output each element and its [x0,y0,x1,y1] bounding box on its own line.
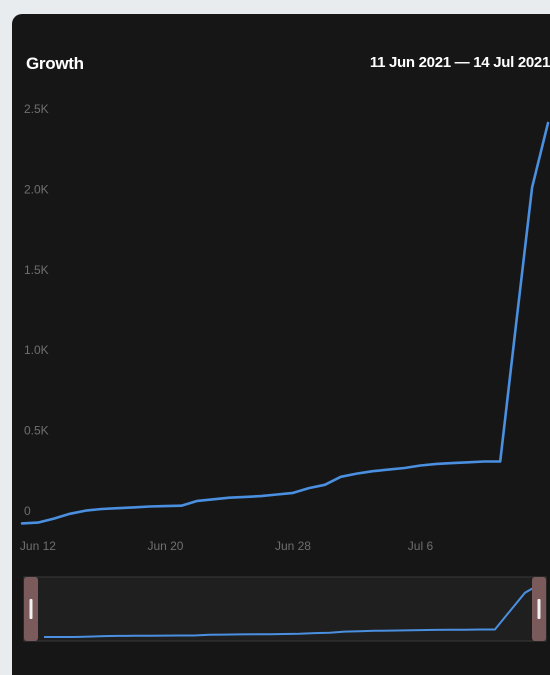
navigator-track[interactable] [23,576,547,642]
navigator-series-line [44,583,541,638]
chart-title: Growth [26,54,84,73]
y-tick-label: 0.5K [24,424,49,438]
y-tick-label: 0 [24,504,31,518]
x-tick-label: Jun 28 [275,539,311,553]
handle-grip-icon [29,599,33,619]
y-tick-label: 1.0K [24,343,49,357]
y-tick-label: 2.0K [24,182,49,196]
date-range: 11 Jun 2021 — 14 Jul 2021 [369,54,550,71]
x-axis: Jun 12 Jun 20 Jun 28 Jul 6 [20,539,434,553]
y-axis: 0 0.5K 1.0K 1.5K 2.0K 2.5K [24,102,49,518]
range-navigator[interactable] [23,576,547,642]
handle-grip-icon [537,599,541,619]
chart-panel: Growth 11 Jun 2021 — 14 Jul 2021 [12,14,550,675]
navigator-left-handle[interactable] [24,577,38,641]
navigator-right-handle[interactable] [532,577,546,641]
series-line [20,121,550,525]
y-tick-label: 1.5K [24,263,49,277]
x-tick-label: Jul 6 [408,539,434,553]
x-tick-label: Jun 12 [20,539,56,553]
y-tick-label: 2.5K [24,102,49,116]
plot-area [20,121,550,525]
x-tick-label: Jun 20 [147,539,183,553]
